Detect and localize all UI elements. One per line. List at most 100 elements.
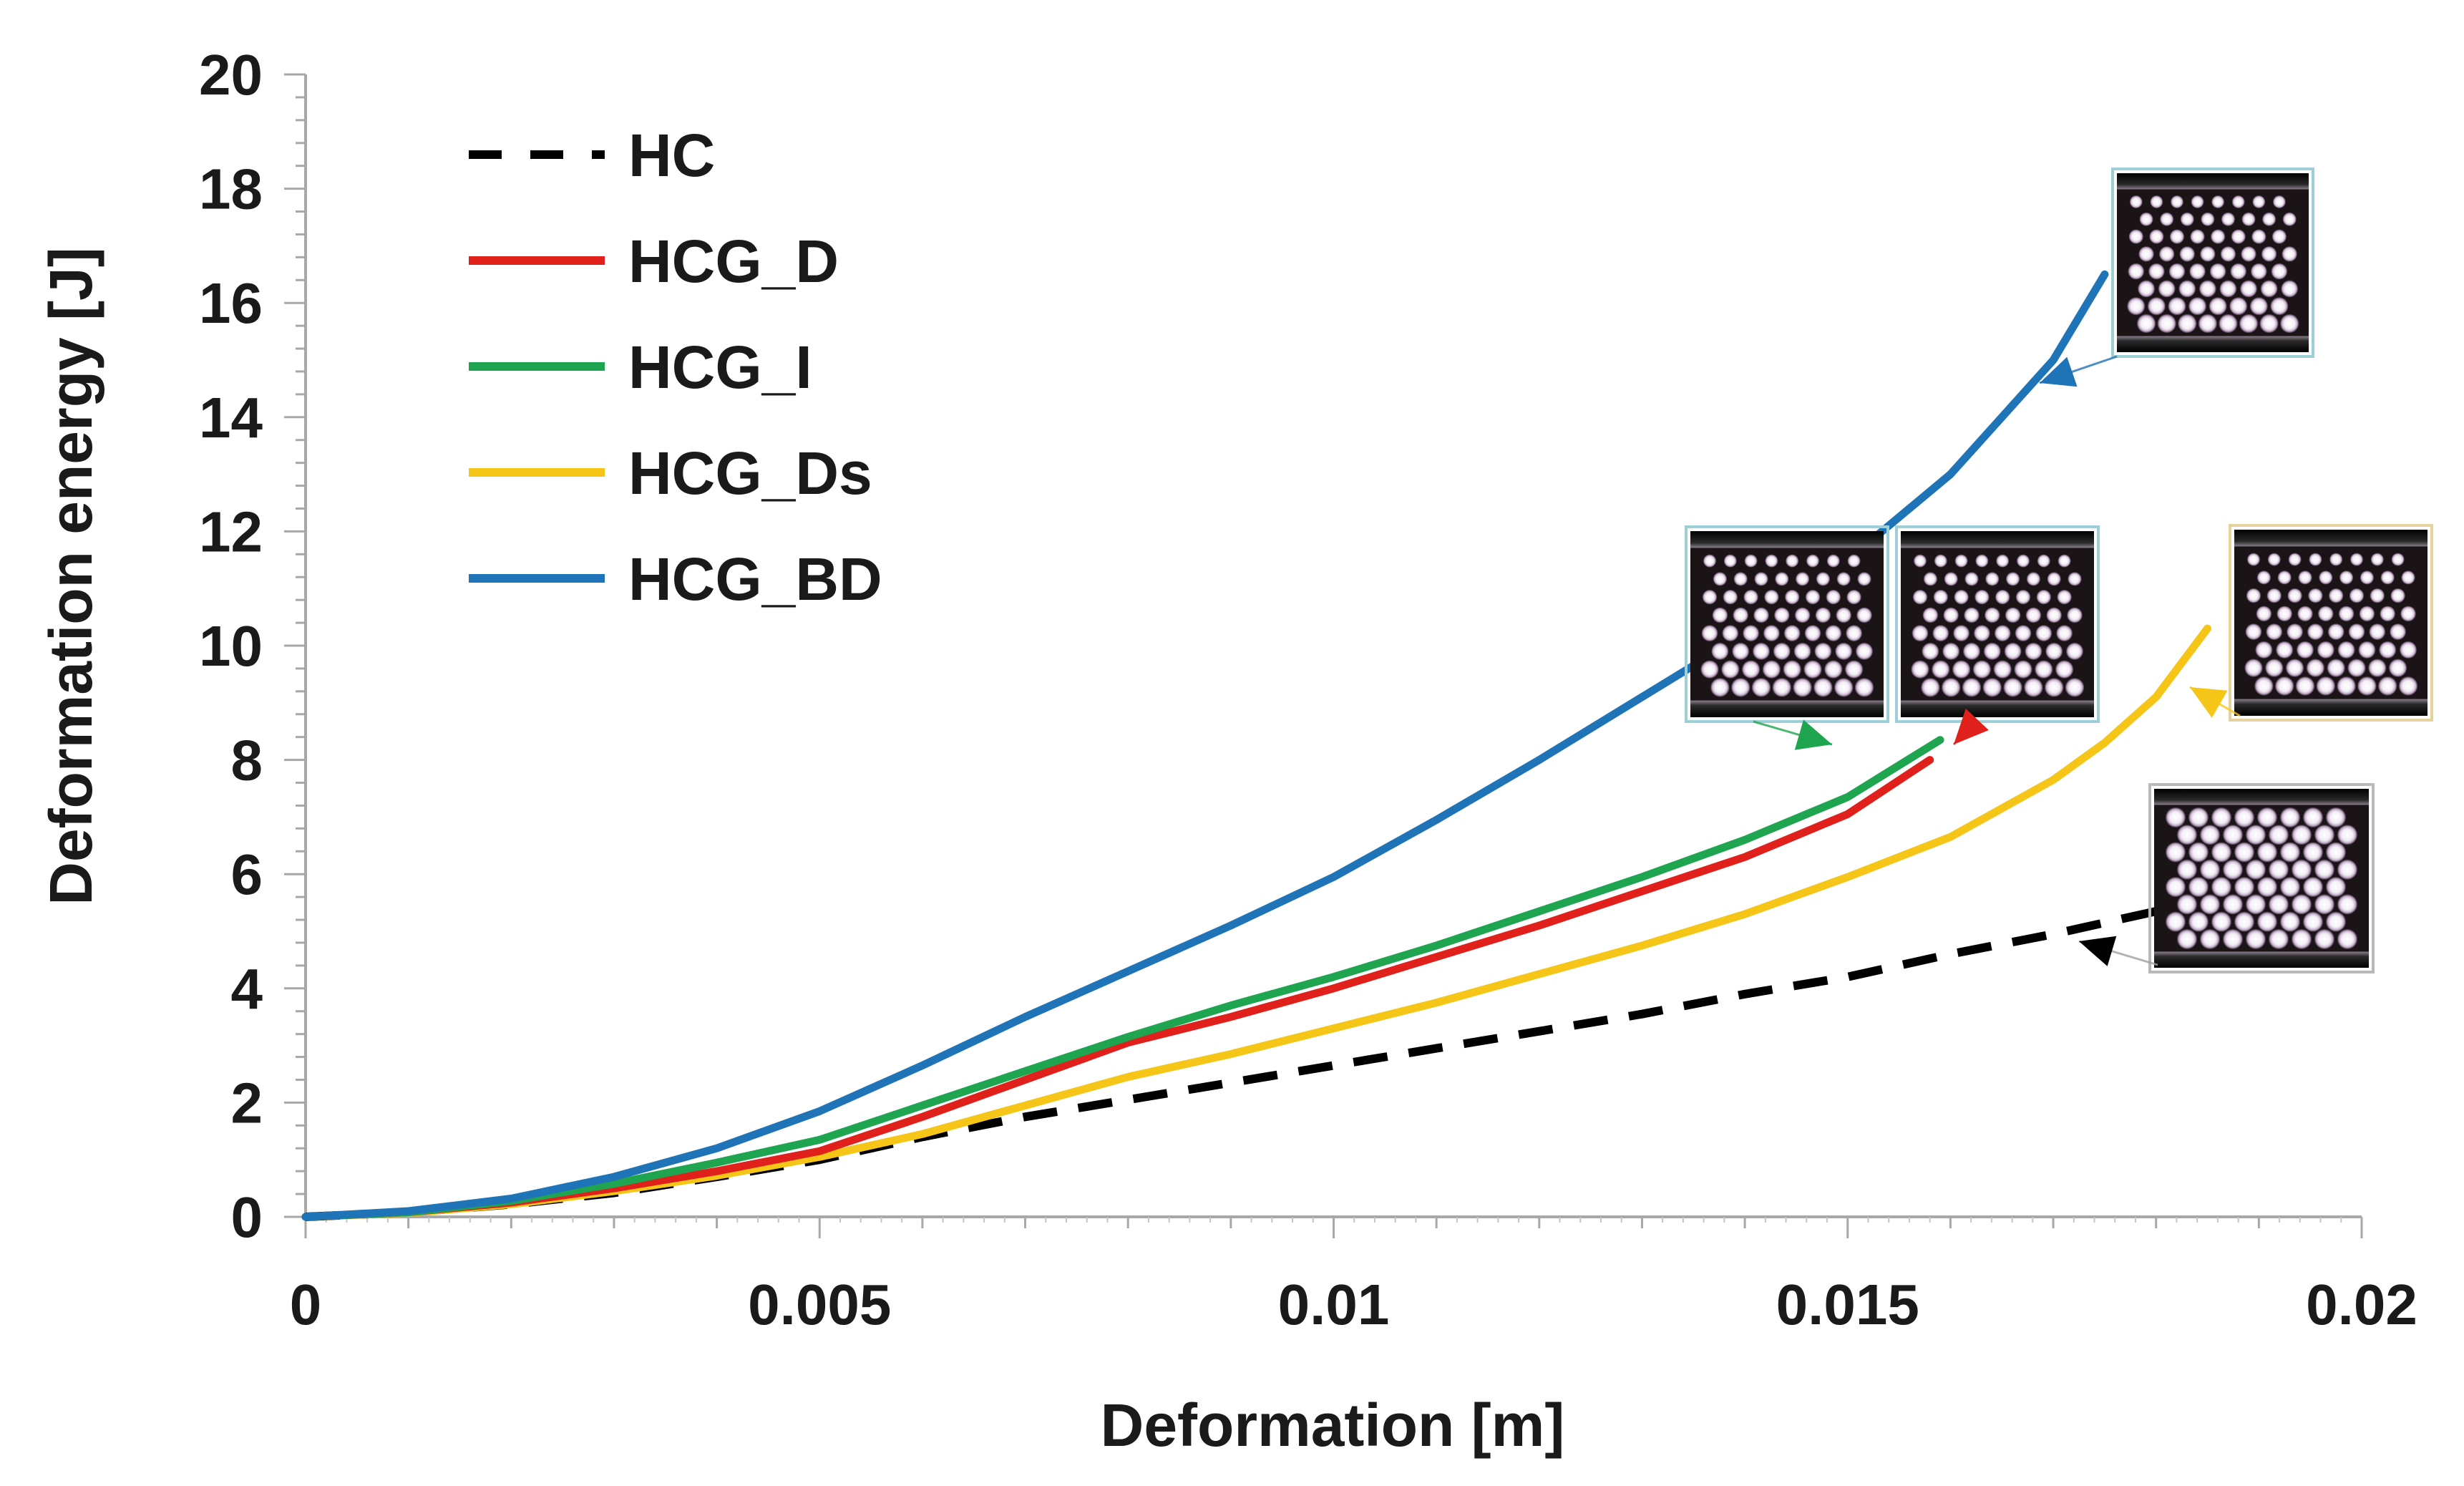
inset-cell xyxy=(1825,625,1842,642)
inset-cell xyxy=(2165,911,2186,932)
inset-cell xyxy=(2190,229,2205,244)
inset-cell xyxy=(1826,589,1841,605)
inset-cell xyxy=(2314,928,2335,950)
inset-cell xyxy=(1733,572,1748,586)
inset-cell xyxy=(2368,659,2387,677)
inset-cell xyxy=(2302,807,2324,828)
inset-cell xyxy=(2327,659,2345,677)
inset-cell xyxy=(2188,297,2207,316)
legend-label-hcg-i: HCG_I xyxy=(628,334,812,401)
y-tick-label: 2 xyxy=(231,1071,263,1135)
inset-cell xyxy=(2298,570,2312,585)
inset-cell xyxy=(2168,297,2186,316)
inset-cell xyxy=(1964,572,1979,586)
inset-cell xyxy=(2240,280,2258,298)
inset-cell xyxy=(2201,212,2215,226)
inset-cell xyxy=(2256,911,2278,932)
inset-cell xyxy=(1855,642,1874,660)
inset-cell xyxy=(2139,212,2153,226)
inset-cell xyxy=(2399,641,2417,659)
inset-cell xyxy=(2222,859,2244,880)
inset-cell xyxy=(2165,842,2186,863)
inset-cell xyxy=(2222,825,2244,845)
inset-cell xyxy=(1954,554,1968,568)
tick-labels: 0 2 4 6 8 10 12 14 16 18 20 0 0.005 0.01 0.015 0.02 xyxy=(199,43,2417,1336)
inset-cell xyxy=(2036,589,2052,605)
inset-frame xyxy=(2229,524,2433,722)
inset-cell xyxy=(1784,589,1800,605)
inset-cell xyxy=(2176,825,2198,845)
inset-cell xyxy=(1763,625,1780,642)
inset-cell xyxy=(2165,877,2186,898)
inset-cell xyxy=(2265,659,2284,677)
inset-cell xyxy=(1794,607,1811,623)
inset-cell xyxy=(1743,589,1758,605)
inset-cell xyxy=(1712,607,1728,623)
inset-cell xyxy=(1804,625,1821,642)
inset-cell xyxy=(2302,911,2324,932)
inset-cell xyxy=(2291,894,2312,915)
inset-cell xyxy=(2128,229,2144,244)
inset-cell xyxy=(1964,607,1980,623)
inset-cell xyxy=(2277,570,2292,585)
inset-cell xyxy=(2256,570,2271,585)
inset-cell xyxy=(1962,642,1981,660)
inset-cell xyxy=(2369,623,2386,641)
inset-cell xyxy=(2035,625,2052,642)
inset-cell xyxy=(1962,678,1982,697)
inset-cell xyxy=(2068,572,2082,586)
inset-cell xyxy=(2211,195,2225,209)
inset-cell xyxy=(2246,553,2261,566)
inset-cell xyxy=(1786,554,1799,568)
inset-cell xyxy=(2319,570,2333,585)
inset-cell xyxy=(2047,572,2061,586)
inset-cell xyxy=(2296,641,2314,659)
series-line-hcg-i xyxy=(301,736,1944,1221)
legend-label-hcg-ds: HCG_Ds xyxy=(628,440,872,507)
inset-cell xyxy=(2272,195,2286,209)
inset-cell xyxy=(1942,642,1960,660)
inset-bottom-plate xyxy=(2154,951,2369,968)
inset-cell xyxy=(1703,554,1717,568)
inset-hc xyxy=(2148,783,2375,973)
inset-cell xyxy=(2003,678,2022,697)
inset-cell xyxy=(1934,554,1947,568)
leader-arrowhead xyxy=(1794,719,1832,750)
y-axis-title: Deformation energy [J] xyxy=(37,247,104,905)
inset-cell xyxy=(2268,928,2289,950)
leader-arrowhead xyxy=(1954,708,1989,744)
inset-cell xyxy=(2271,263,2288,280)
inset-cell xyxy=(2254,676,2274,696)
inset-frame xyxy=(2148,783,2375,973)
inset-cell xyxy=(2271,229,2287,244)
inset-cell xyxy=(2391,553,2405,566)
inset-cell xyxy=(2327,623,2344,641)
inset-cell xyxy=(2229,297,2248,316)
inset-cell xyxy=(1722,625,1739,642)
inset-cell xyxy=(1932,625,1949,642)
inset-cell xyxy=(1932,660,1950,679)
inset-cell xyxy=(1952,660,1971,679)
inset-cell xyxy=(1752,642,1771,660)
inset-cell xyxy=(2306,659,2325,677)
inset-cell xyxy=(2337,641,2355,659)
legend-label-hcg-d: HCG_D xyxy=(628,228,839,295)
inset-cell xyxy=(2180,212,2194,226)
inset-cell xyxy=(2325,842,2347,863)
inset-cell xyxy=(2127,297,2146,316)
inset-cell xyxy=(2191,195,2204,209)
inset-cell xyxy=(2268,894,2289,915)
inset-cell xyxy=(1721,660,1740,679)
inset-bottom-plate xyxy=(1901,700,2094,717)
y-tick-label: 12 xyxy=(199,500,263,563)
inset-cell xyxy=(2199,894,2221,915)
legend-label-hcg-bd: HCG_BD xyxy=(628,545,882,613)
leader-arrowhead xyxy=(2190,687,2228,718)
inset-cell xyxy=(1912,589,1928,605)
inset-cell xyxy=(2065,642,2084,660)
inset-cell xyxy=(1982,678,2002,697)
inset-cell xyxy=(2239,314,2259,334)
inset-cell xyxy=(2176,894,2198,915)
inset-cell xyxy=(1911,660,1929,679)
inset-cell xyxy=(1983,642,2001,660)
